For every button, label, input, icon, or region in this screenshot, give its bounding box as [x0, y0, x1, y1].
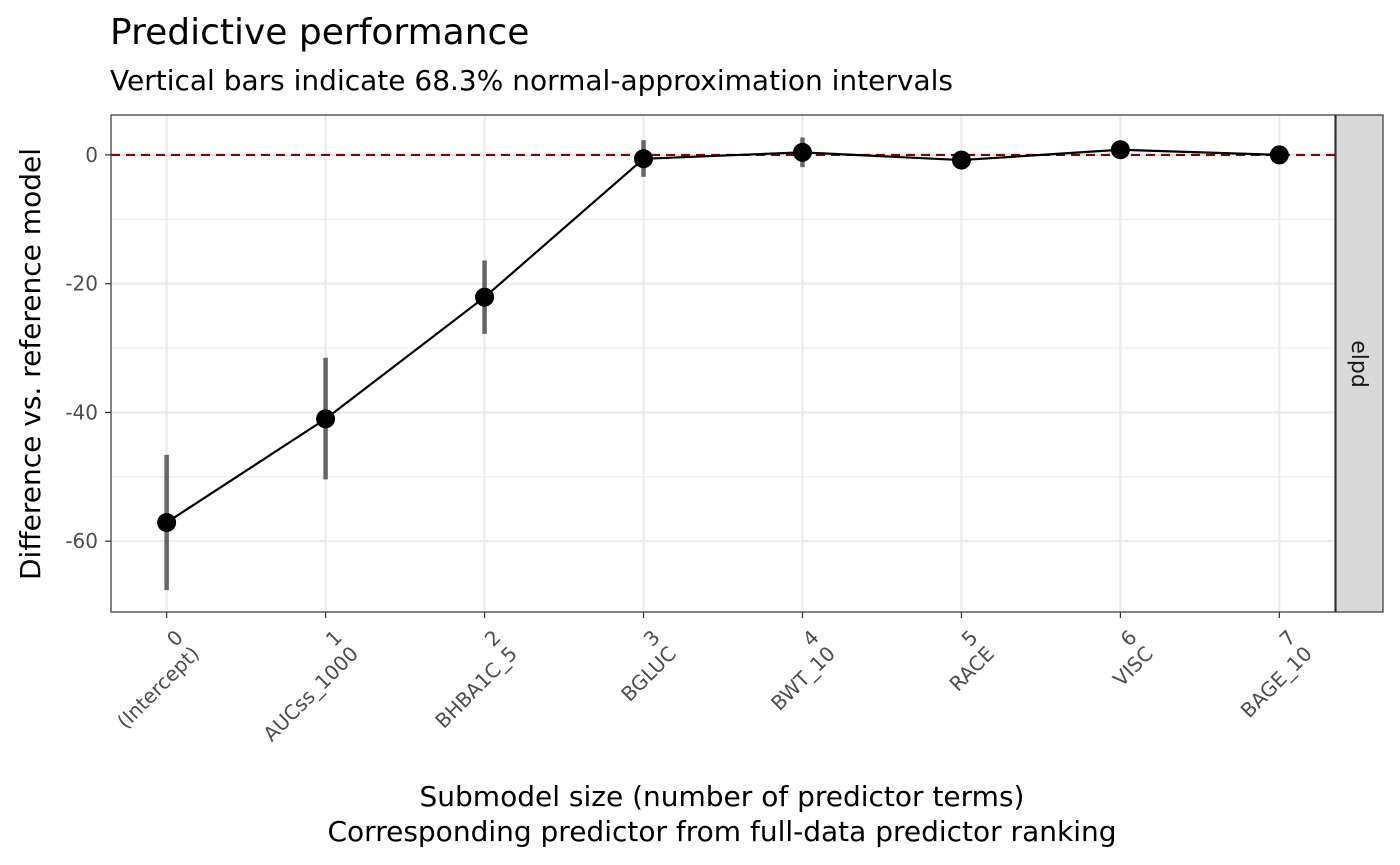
facet-strip-label: elpd [1346, 340, 1371, 388]
x-tick-predictor: VISC [1108, 641, 1158, 691]
plot-area: 0 -20 -40 -60 0(Intercept) 1AUCss_1000 2BHBA1C… [65, 114, 1336, 746]
x-tick-label: 1AUCss_1000 [242, 625, 363, 746]
y-tick-label: -60 [65, 529, 98, 553]
data-point [634, 149, 654, 169]
series-line [166, 148, 1280, 524]
data-point [792, 142, 812, 162]
x-tick-label: 6VISC [1092, 625, 1158, 691]
y-tick-label: -20 [65, 272, 98, 296]
data-point [1269, 145, 1289, 165]
x-tick-predictor: BGLUC [616, 641, 681, 706]
panel-background [111, 115, 1335, 612]
x-tick-label: 2BHBA1C_5 [414, 625, 522, 733]
x-tick-predictor: BHBA1C_5 [430, 641, 522, 733]
data-point [1110, 140, 1130, 160]
x-axis-title-line2: Corresponding predictor from full-data p… [328, 815, 1117, 848]
data-point [157, 513, 177, 533]
x-tick-label: 3BGLUC [600, 625, 681, 706]
x-tick-label: 4BWT_10 [750, 625, 840, 715]
x-axis-title-line1: Submodel size (number of predictor terms… [420, 780, 1025, 813]
y-tick-label: -40 [65, 400, 98, 424]
panel-border [110, 114, 1336, 613]
x-tick-label: 0(Intercept) [96, 625, 204, 733]
x-tick-predictor: BWT_10 [766, 641, 840, 715]
chart-subtitle: Vertical bars indicate 68.3% normal-appr… [110, 64, 953, 97]
data-point [316, 409, 336, 429]
y-axis-title: Difference vs. reference model [14, 148, 47, 580]
data-point [475, 287, 495, 307]
data-point [951, 150, 971, 170]
x-tick-label: 5RACE [928, 625, 999, 696]
x-tick-predictor: AUCss_1000 [258, 641, 363, 746]
x-tick-predictor: BAGE_10 [1236, 641, 1317, 722]
x-tick-label: 7BAGE_10 [1219, 625, 1316, 722]
facet-strip [1335, 114, 1384, 613]
y-tick-label: 0 [85, 143, 98, 167]
x-tick-predictor: (Intercept) [112, 641, 204, 733]
chart-title: Predictive performance [110, 12, 529, 53]
